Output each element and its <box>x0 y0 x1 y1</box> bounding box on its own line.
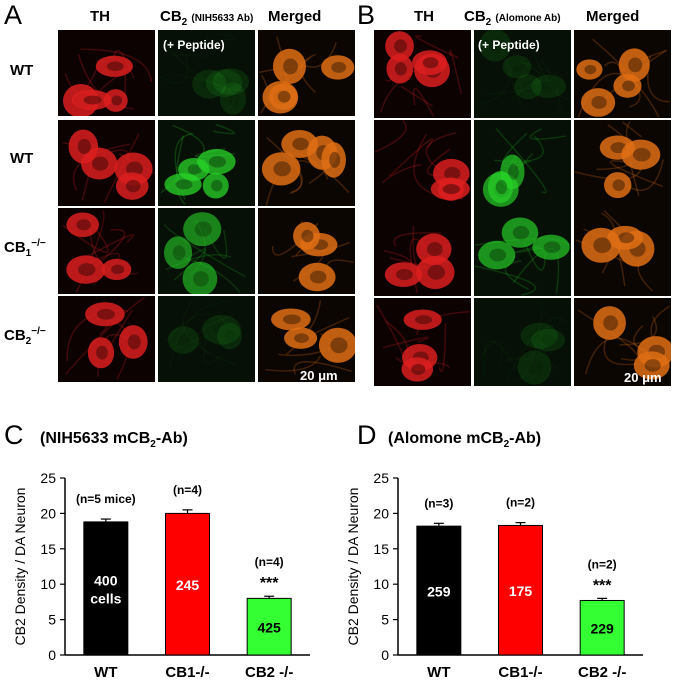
panel-a-tile-r4-red <box>58 296 155 382</box>
panel-b-tile-r2-merged <box>574 120 671 208</box>
panel-c-category-label: WT <box>94 664 117 681</box>
panel-b-header-th: TH <box>414 8 434 25</box>
panel-c-y-tick-label: 0 <box>48 647 56 663</box>
panel-c-y-tick-label: 5 <box>48 612 56 628</box>
panel-a-header-th: TH <box>90 8 110 25</box>
panel-a-scale-bar <box>305 383 327 386</box>
panel-c-y-tick-label: 25 <box>40 470 56 486</box>
panel-a-row-label-cb1ko: CB1−/− <box>4 238 46 259</box>
panel-b-tile-r4-red <box>374 298 471 386</box>
panel-d-chart: 0 5 10 15 20 25 CB2 Density / DA Neuron (n=3) 25… <box>345 470 643 681</box>
panel-b-header-merged: Merged <box>586 8 640 25</box>
panel-a-tile-r3-green <box>158 208 255 294</box>
panel-d-bar <box>498 524 543 656</box>
panel-b-tile-r2-red <box>374 120 471 208</box>
panel-d-title: (Alomone mCB2-Ab) <box>388 430 542 451</box>
panel-d-n-label: (n=2) <box>506 496 535 510</box>
panel-a-scale-label: 20 μm <box>300 368 338 383</box>
panel-c-n-label: (n=4) <box>173 483 202 497</box>
panel-d-n-label: (n=2) <box>588 557 617 571</box>
panel-a-tile-r2-merged <box>258 120 355 206</box>
panel-c-title: (NIH5633 mCB2-Ab) <box>40 430 188 451</box>
panel-c-bar-inner-label: 425 <box>257 620 281 636</box>
panel-c-y-tick-label: 15 <box>40 541 56 557</box>
panel-b-tile-r4-merged <box>574 298 671 386</box>
panel-c-category-label: CB2 -/- <box>245 664 293 681</box>
panel-d-y-tick-label: 20 <box>373 505 389 521</box>
panel-c-bar <box>165 512 210 656</box>
panel-c-n-label: (n=5 mice) <box>76 492 136 506</box>
panel-c-significance: *** <box>260 575 279 592</box>
panel-b-tile-r3-red <box>374 208 471 296</box>
panel-d-bar-inner-label: 229 <box>590 621 614 637</box>
panel-d-bar-inner-label: 175 <box>509 583 533 599</box>
panel-d-significance: *** <box>593 577 612 594</box>
panel-b-letter: B <box>357 0 376 30</box>
panel-b-peptide-label: (+ Peptide) <box>478 38 540 52</box>
panel-c-bar <box>83 521 129 656</box>
panel-b-tile-r2-green <box>474 120 571 208</box>
panel-a-peptide-label: (+ Peptide) <box>163 38 225 52</box>
panel-d-y-tick-label: 0 <box>381 647 389 663</box>
panel-d-y-tick-label: 10 <box>373 576 389 592</box>
panel-c-bar-inner-label: cells <box>90 590 121 606</box>
panel-a-letter: A <box>4 0 23 30</box>
panel-b-tile-r1-green <box>474 30 571 118</box>
panel-a-tile-r3-merged <box>258 208 355 294</box>
panel-b-header-cb2: CB2 (Alomone Ab) <box>464 8 561 28</box>
panel-c-y-tick-label: 20 <box>40 505 56 521</box>
panel-a-tile-r3-red <box>58 208 155 294</box>
panel-d-bar <box>579 599 625 656</box>
panel-b-scale-bar <box>628 386 650 389</box>
panel-a-row-label-wt: WT <box>10 150 34 167</box>
panel-a-header-cb2: CB2 (NIH5633 Ab) <box>160 8 254 28</box>
panel-c-chart: 0 5 10 15 20 25 CB2 Density / DA Neuron (n=5 mi… <box>12 470 310 681</box>
panel-b-tile-r1-merged <box>574 30 671 118</box>
panel-c-bar-inner-label: 245 <box>176 577 200 593</box>
panel-b-tile-r1-red <box>374 30 471 118</box>
panel-d-y-tick-label: 5 <box>381 612 389 628</box>
panel-c-letter: C <box>4 420 24 450</box>
panel-d-category-label: CB1-/- <box>498 664 542 681</box>
panel-a-tile-r1-green <box>158 30 255 116</box>
panel-a-header-merged: Merged <box>268 8 322 25</box>
panel-d-category-label: CB2 -/- <box>578 664 626 681</box>
panel-a-tile-r2-green <box>158 120 255 206</box>
panel-d-n-label: (n=3) <box>424 496 453 510</box>
panel-b-tile-r3-green <box>474 208 571 296</box>
panel-b-tile-r4-green <box>474 298 571 386</box>
panel-a-tile-r1-red <box>58 30 155 116</box>
panel-d-y-tick-label: 15 <box>373 541 389 557</box>
panel-d-category-label: WT <box>427 664 450 681</box>
panel-a-tile-r1-merged <box>258 30 355 116</box>
panel-c-category-label: CB1-/- <box>165 664 209 681</box>
panel-c-bar <box>246 597 292 656</box>
panel-a-tile-r4-merged <box>258 296 355 382</box>
panel-b-tile-r3-merged <box>574 208 671 296</box>
panel-b-scale-label: 20 μm <box>624 370 662 385</box>
panel-a-row-label-cb2ko: CB2−/− <box>4 326 46 347</box>
panel-d-y-axis-title: CB2 Density / DA Neuron <box>345 488 361 646</box>
panel-a-tile-r4-green <box>158 296 255 382</box>
panel-c-bar-inner-label: 400 <box>94 572 118 588</box>
panel-c-n-label: (n=4) <box>255 555 284 569</box>
panel-a-tile-r2-red <box>58 120 155 206</box>
panel-c-y-axis-title: CB2 Density / DA Neuron <box>12 488 28 646</box>
panel-d-letter: D <box>357 420 377 450</box>
panel-d-bar-inner-label: 259 <box>427 584 451 600</box>
panel-a-row-label-wt-peptide: WT <box>10 62 34 79</box>
panel-d-y-tick-label: 25 <box>373 470 389 486</box>
panel-c-y-tick-label: 10 <box>40 576 56 592</box>
